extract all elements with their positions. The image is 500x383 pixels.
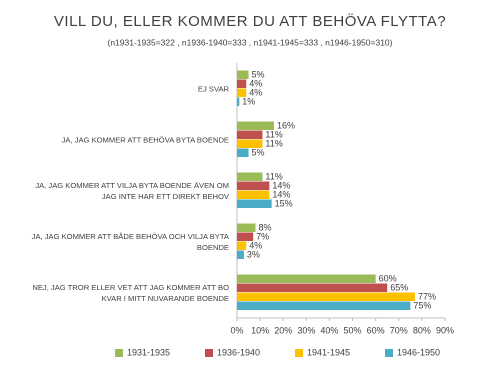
legend-swatch — [295, 349, 303, 357]
value-label: 4% — [249, 78, 262, 88]
value-label: 4% — [249, 87, 262, 97]
bar — [237, 97, 240, 106]
legend-label: 1931-1935 — [127, 347, 170, 357]
category-label: JA, JAG KOMMER ATT BEHÖVA BYTA BOENDE — [61, 135, 229, 144]
bar — [237, 274, 376, 283]
bar — [237, 148, 249, 157]
bar — [237, 232, 254, 241]
bar — [237, 241, 247, 250]
x-tick-label: 40% — [320, 325, 338, 335]
value-label: 7% — [256, 231, 269, 241]
value-label: 75% — [413, 300, 431, 310]
x-tick-label: 0% — [230, 325, 243, 335]
bar — [237, 181, 270, 190]
legend-swatch — [115, 349, 123, 357]
value-label: 5% — [252, 69, 265, 79]
legend-swatch — [205, 349, 213, 357]
value-label: 65% — [390, 282, 408, 292]
value-label: 14% — [272, 180, 290, 190]
legend-label: 1941-1945 — [307, 347, 350, 357]
x-tick-label: 30% — [297, 325, 315, 335]
value-label: 14% — [272, 189, 290, 199]
bar — [237, 223, 256, 232]
bar — [237, 292, 415, 301]
value-label: 3% — [247, 249, 260, 259]
value-label: 60% — [379, 273, 397, 283]
chart-title: VILL DU, ELLER KOMMER DU ATT BEHÖVA FLYT… — [54, 12, 446, 30]
value-label: 4% — [249, 240, 262, 250]
legend-swatch — [385, 349, 393, 357]
bar — [237, 88, 247, 97]
value-label: 8% — [258, 222, 271, 232]
x-tick-label: 70% — [390, 325, 408, 335]
legend-label: 1946-1950 — [397, 347, 440, 357]
legend-label: 1936-1940 — [217, 347, 260, 357]
value-label: 5% — [252, 147, 265, 157]
bar — [237, 190, 270, 199]
bar — [237, 301, 411, 310]
category-label: EJ SVAR — [197, 84, 229, 93]
category-label: JA, JAG KOMMER ATT VILJA BYTA BOENDE ÄVE… — [35, 180, 229, 201]
x-tick-label: 90% — [436, 325, 454, 335]
bar — [237, 139, 263, 148]
bar — [237, 70, 249, 79]
category-label: NEJ, JAG TROR ELLER VET ATT JAG KOMMER A… — [32, 282, 229, 303]
x-tick-label: 80% — [413, 325, 431, 335]
value-label: 15% — [275, 198, 293, 208]
value-label: 77% — [418, 291, 436, 301]
x-tick-label: 50% — [344, 325, 362, 335]
bar — [237, 283, 388, 292]
chart-subtitle: (n1931-1935=322 , n1936-1940=333 , n1941… — [107, 37, 392, 47]
category-label: JA, JAG KOMMER ATT BÅDE BEHÖVA OCH VILJA… — [31, 231, 229, 252]
bar — [237, 79, 247, 88]
value-label: 11% — [265, 171, 282, 181]
value-label: 11% — [265, 129, 282, 139]
bar — [237, 250, 244, 259]
bar — [237, 172, 263, 181]
bar — [237, 121, 274, 130]
value-label: 1% — [242, 96, 255, 106]
value-label: 11% — [265, 138, 282, 148]
x-tick-label: 20% — [274, 325, 292, 335]
x-tick-label: 10% — [251, 325, 269, 335]
bar — [237, 199, 272, 208]
bar — [237, 130, 263, 139]
x-tick-label: 60% — [367, 325, 385, 335]
value-label: 16% — [277, 120, 295, 130]
